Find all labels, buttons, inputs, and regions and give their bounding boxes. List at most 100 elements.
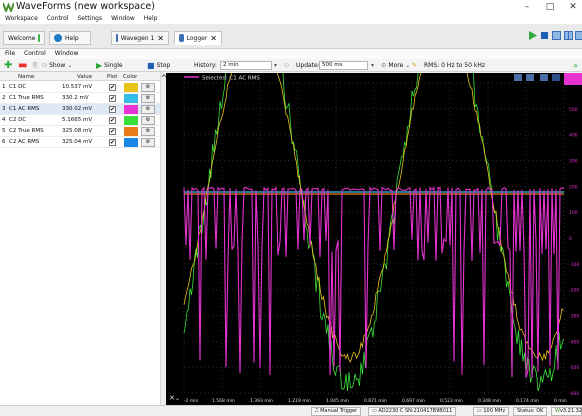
- history-select[interactable]: 2 min: [220, 61, 272, 70]
- show-button[interactable]: ⬭ Show ⌄: [42, 61, 72, 70]
- menu-workspace[interactable]: Workspace: [5, 15, 38, 22]
- run-all-icon[interactable]: [528, 31, 537, 40]
- plot-svg[interactable]: Selected: C1 AC RMS 600 500 400 300 200 100 0 -…: [166, 67, 582, 405]
- rms-range-label: RMS: 0 Hz to 50 kHz: [424, 62, 485, 69]
- y-tick-label: -200: [569, 288, 579, 294]
- tab-logger[interactable]: Logger ✕: [174, 31, 222, 45]
- channel-color-swatch[interactable]: [124, 83, 138, 92]
- single-play-icon: ▶: [96, 61, 103, 70]
- channel-settings-icon[interactable]: ⚙: [141, 138, 155, 147]
- close-tab-icon[interactable]: ✕: [157, 33, 164, 43]
- plot-checkbox[interactable]: ✔: [109, 117, 116, 124]
- channel-row[interactable]: 1 C1 DC 10.537 mV ✔ ⚙: [0, 82, 160, 93]
- stop-button[interactable]: ■ Stop: [147, 61, 170, 70]
- channel-row[interactable]: 6 C2 AC RMS 325.04 mV ✔ ⚙: [0, 137, 160, 148]
- update-toggle-icon[interactable]: ⬭: [284, 62, 290, 69]
- header-plot: Plot: [107, 74, 118, 80]
- row-index: 1: [2, 84, 6, 90]
- close-tab-icon[interactable]: ✕: [210, 33, 217, 43]
- x-tick-label: 1.393 min: [250, 398, 273, 404]
- logger-plot[interactable]: Selected: C1 AC RMS 600 500 400 300 200 100 0 -…: [166, 67, 582, 405]
- channel-color-swatch[interactable]: [124, 116, 138, 125]
- device-button[interactable]: ▭ AD2230 C SN:210417B9B011: [368, 407, 457, 416]
- close-window-button[interactable]: ✕: [569, 2, 577, 12]
- row-index: 4: [2, 117, 6, 123]
- workspace-icon[interactable]: [552, 31, 561, 40]
- channel-row[interactable]: 3 C1 AC RMS 330.02 mV ✔ ⚙: [0, 104, 160, 115]
- pan-icon[interactable]: [526, 74, 534, 81]
- y-tick-label: 200: [569, 184, 578, 190]
- selected-channel-label: Selected: C1 AC RMS: [202, 76, 260, 82]
- plot-checkbox[interactable]: ✔: [109, 95, 116, 102]
- plot-checkbox[interactable]: ✔: [109, 106, 116, 113]
- menu-control[interactable]: Control: [46, 15, 69, 22]
- header-color: Color: [123, 74, 138, 80]
- cursor-icon[interactable]: [540, 74, 548, 81]
- show-label: Show: [49, 62, 66, 69]
- chevron-down-icon[interactable]: ▾: [371, 62, 375, 69]
- maximize-button[interactable]: □: [545, 2, 555, 12]
- version-button[interactable]: Wv3.21.32: [551, 407, 582, 416]
- menu-help[interactable]: Help: [143, 15, 158, 22]
- menu-settings[interactable]: Settings: [77, 15, 103, 22]
- plot-checkbox[interactable]: ✔: [109, 139, 116, 146]
- scroll-up-icon[interactable]: [161, 73, 167, 79]
- menu-logger-window[interactable]: Window: [54, 50, 79, 57]
- remove-channel-icon[interactable]: ▬: [18, 60, 28, 71]
- channel-value: 325.08 mV: [62, 128, 93, 134]
- toolbar-overflow-icon[interactable]: »: [573, 61, 578, 70]
- settings-icon[interactable]: [552, 74, 560, 81]
- stop-all-icon[interactable]: [540, 31, 549, 40]
- show-toggle-icon: ⬭: [42, 62, 48, 69]
- channel-settings-icon[interactable]: ⚙: [141, 94, 155, 103]
- more-button[interactable]: ⚙ More ⌄: [381, 61, 410, 70]
- manual-trigger-label: Manual Trigger: [320, 408, 358, 414]
- home-icon: [38, 34, 40, 42]
- add-channel-icon[interactable]: ✚: [4, 60, 13, 71]
- channel-settings-icon[interactable]: ⚙: [141, 105, 155, 114]
- x-axis-close-icon[interactable]: ✕: [169, 394, 175, 402]
- row-index: 3: [2, 106, 6, 112]
- zoom-icon[interactable]: [514, 74, 522, 81]
- layout-icon[interactable]: [564, 31, 573, 40]
- clear-icon[interactable]: ⎘: [33, 62, 38, 69]
- frequency-label: 100 MHz: [483, 408, 506, 414]
- status-button[interactable]: Status: OK: [513, 407, 548, 416]
- device-icon[interactable]: [575, 31, 582, 40]
- frequency-button[interactable]: ▭ 100 MHz: [473, 407, 510, 416]
- wavegen-icon: [116, 34, 118, 42]
- channel-color-swatch[interactable]: [124, 127, 138, 136]
- channel-color-swatch[interactable]: [124, 138, 138, 147]
- single-button[interactable]: ▶ Single: [96, 61, 123, 70]
- channel-row[interactable]: 5 C2 True RMS 325.08 mV ✔ ⚙: [0, 126, 160, 137]
- channel-row[interactable]: 4 C2 DC 5.1665 mV ✔ ⚙: [0, 115, 160, 126]
- channel-panel-scrollbar[interactable]: [160, 73, 167, 405]
- rms-settings-icon[interactable]: ✎: [412, 62, 418, 69]
- y-tick-label: -600: [569, 391, 579, 397]
- channel-name: C1 True RMS: [9, 95, 44, 101]
- device-label: AD2230 C SN:210417B9B011: [378, 408, 453, 414]
- manual-trigger-button[interactable]: ⎍ Manual Trigger: [311, 407, 362, 416]
- y-tick-label: 0: [569, 236, 572, 242]
- menu-file[interactable]: File: [5, 50, 16, 57]
- menu-window[interactable]: Window: [111, 15, 135, 22]
- tab-help-label: Help: [65, 34, 79, 42]
- channel-settings-icon[interactable]: ⚙: [141, 83, 155, 92]
- tab-help[interactable]: Help: [49, 31, 91, 45]
- menu-logger-control[interactable]: Control: [24, 50, 46, 57]
- plot-checkbox[interactable]: ✔: [109, 84, 116, 91]
- channel-color-swatch[interactable]: [124, 105, 138, 114]
- update-select[interactable]: 500 ms: [319, 61, 368, 70]
- channel-row[interactable]: 2 C1 True RMS 330.2 mV ✔ ⚙: [0, 93, 160, 104]
- minimize-button[interactable]: –: [524, 2, 530, 12]
- tab-wavegen[interactable]: Wavegen 1 ✕: [111, 31, 169, 45]
- chevron-down-icon[interactable]: ▾: [274, 62, 278, 69]
- plot-checkbox[interactable]: ✔: [109, 128, 116, 135]
- channel-color-swatch[interactable]: [124, 94, 138, 103]
- x-axis-chevron-icon[interactable]: ⌄: [175, 395, 180, 402]
- channel-value: 5.1665 mV: [62, 117, 93, 123]
- y-tick-label: 100: [569, 210, 578, 216]
- channel-settings-icon[interactable]: ⚙: [141, 127, 155, 136]
- channel-settings-icon[interactable]: ⚙: [141, 116, 155, 125]
- tab-welcome[interactable]: Welcome: [3, 31, 45, 45]
